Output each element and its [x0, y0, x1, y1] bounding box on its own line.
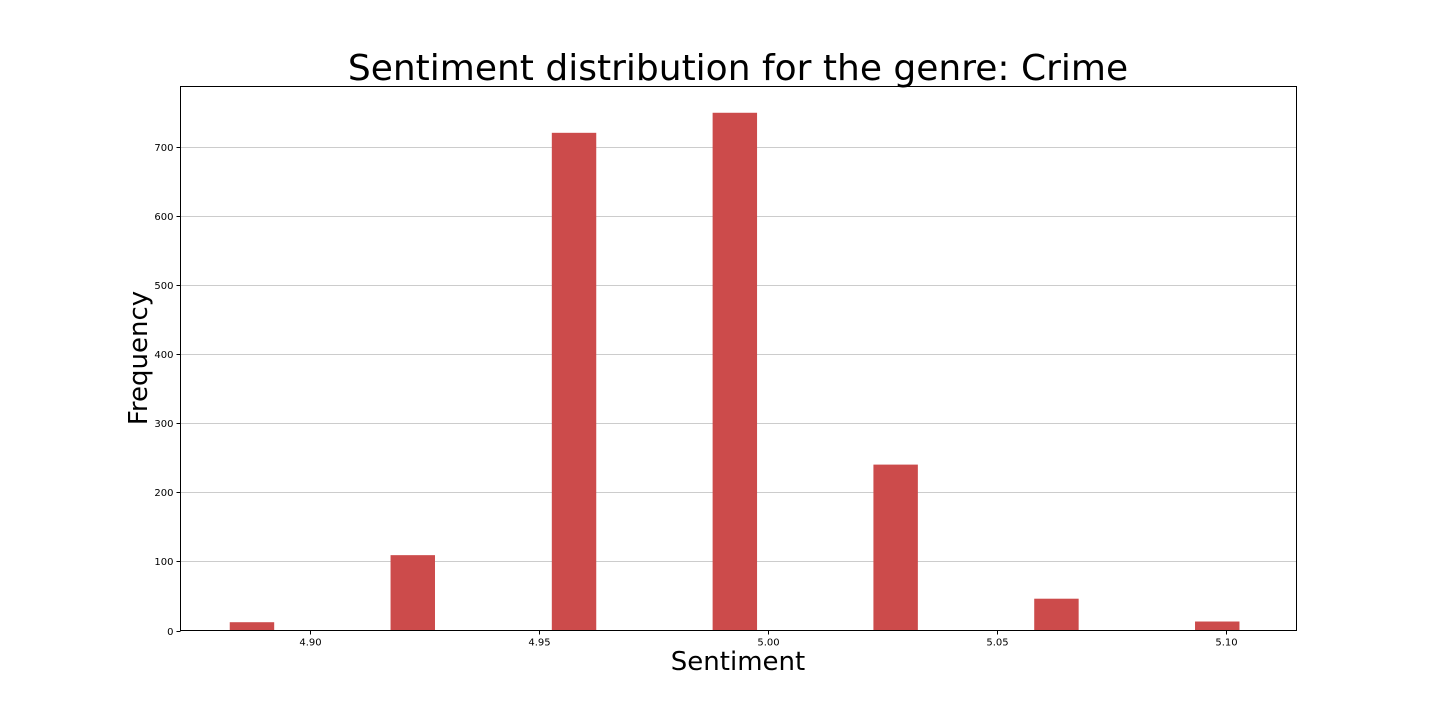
y-tick-label: 700: [154, 143, 173, 154]
bar-7: [1195, 621, 1240, 631]
y-tick-label: 400: [154, 350, 173, 361]
bar-3: [551, 132, 597, 631]
y-tick-label: 600: [154, 212, 173, 223]
bar-5: [873, 464, 918, 631]
y-tick-label: 300: [154, 419, 173, 430]
x-tick-label: 5.10: [1215, 638, 1237, 649]
y-axis-label: Frequency: [124, 291, 154, 425]
y-tick-label: 0: [167, 627, 173, 638]
x-tick-label: 4.95: [528, 638, 550, 649]
bar-1: [229, 622, 275, 631]
x-axis-label: Sentiment: [671, 647, 805, 677]
y-tick-label: 100: [154, 557, 173, 568]
bar-2: [390, 555, 435, 631]
x-tick-label: 5.00: [757, 638, 779, 649]
x-tick-label: 5.05: [986, 638, 1008, 649]
axis-ticks: 4.90 4.95 5.00 5.05 5.10 0 100 200 300 400 500 600 7…: [154, 143, 1237, 649]
plot-frame: [180, 86, 1297, 631]
y-tick-label: 200: [154, 488, 173, 499]
bars: [229, 112, 1240, 631]
bar-4: [712, 112, 758, 631]
y-tick-label: 500: [154, 281, 173, 292]
x-tick-label: 4.90: [299, 638, 321, 649]
bar-6: [1034, 598, 1079, 631]
chart-title: Sentiment distribution for the genre: Cr…: [348, 48, 1128, 89]
